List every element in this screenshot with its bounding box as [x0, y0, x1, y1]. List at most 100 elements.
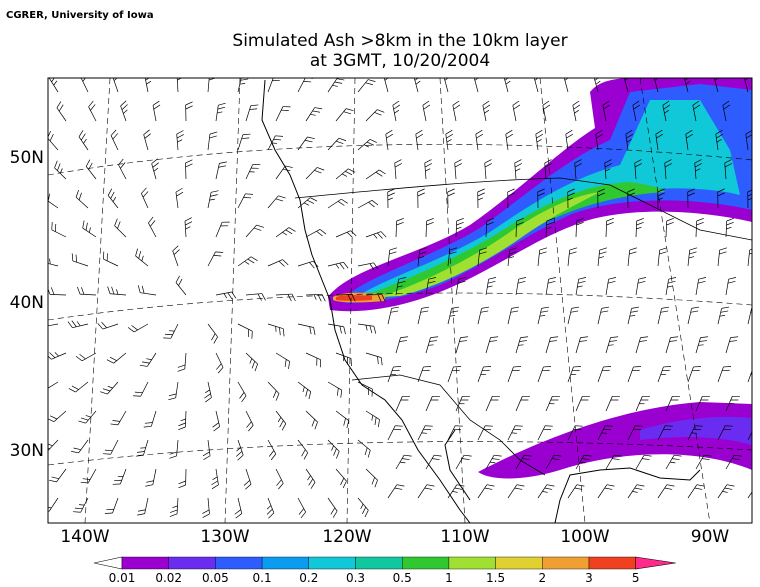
barb-flag	[392, 100, 400, 106]
barb-flag	[364, 510, 369, 518]
barb	[267, 323, 285, 337]
barb-flag	[394, 163, 402, 168]
barb-flag	[724, 487, 733, 490]
barb-flag	[430, 336, 439, 338]
barb	[717, 425, 733, 441]
barb-flag	[483, 428, 492, 431]
barb-flag	[550, 399, 559, 401]
barb-flag	[630, 310, 639, 313]
barb	[657, 366, 672, 383]
barb-flag	[691, 306, 700, 309]
barb	[202, 497, 210, 518]
barb-flag	[513, 366, 522, 368]
barb-staff	[275, 468, 284, 484]
barb-flag	[231, 291, 237, 299]
barb-staff	[267, 195, 279, 209]
barb	[135, 248, 149, 267]
barb-flag	[457, 281, 466, 284]
barb-staff	[475, 134, 479, 151]
barb-flag	[597, 192, 605, 197]
barb	[537, 188, 545, 209]
barb-flag	[298, 508, 305, 515]
barb	[537, 306, 550, 325]
barb-staff	[724, 163, 727, 180]
barb-flag	[755, 486, 760, 492]
barb	[597, 425, 613, 441]
barb-flag	[396, 221, 404, 226]
barb	[635, 336, 649, 354]
barb-flag	[719, 247, 728, 251]
barb-flag	[71, 253, 74, 261]
barb-flag	[241, 137, 250, 139]
barb-staff	[473, 78, 479, 93]
barb-flag	[85, 222, 88, 231]
barb-flag	[445, 129, 453, 135]
barb	[395, 454, 412, 470]
barb	[267, 195, 286, 209]
barb-flag	[169, 513, 178, 517]
barb	[365, 231, 387, 239]
barb-flag	[665, 425, 673, 427]
barb-flag	[49, 258, 51, 265]
barb-flag	[202, 509, 210, 514]
barb-flag	[308, 391, 312, 400]
barb-flag	[723, 428, 732, 431]
barb-staff	[567, 250, 570, 267]
barb	[717, 366, 732, 383]
barb-flag	[608, 344, 614, 346]
barb	[575, 454, 592, 470]
barb	[245, 410, 254, 432]
barb-flag	[394, 109, 400, 114]
barb	[215, 291, 237, 300]
barb	[725, 336, 739, 354]
barb	[387, 247, 398, 267]
barb-flag	[400, 399, 409, 401]
barb-flag	[633, 104, 641, 110]
barb-flag	[107, 188, 113, 196]
barb-flag	[693, 104, 701, 110]
barb	[327, 439, 340, 459]
barb-flag	[717, 188, 725, 193]
barb-flag	[670, 399, 679, 401]
barb	[627, 306, 640, 325]
barb-flag	[571, 306, 580, 309]
barb-staff	[176, 439, 179, 456]
barb-staff	[664, 163, 667, 180]
barb	[71, 253, 89, 267]
barb-flag	[627, 192, 635, 197]
barb	[717, 247, 728, 267]
barb-flag	[373, 262, 379, 270]
barb-flag	[512, 100, 520, 106]
barb-flag	[346, 231, 353, 238]
barb	[357, 79, 376, 93]
barb-flag	[389, 247, 398, 251]
barb	[512, 100, 521, 122]
barb-staff	[455, 220, 458, 238]
barb-flag	[336, 140, 344, 145]
barb-staff	[237, 78, 242, 93]
barb-flag	[303, 452, 309, 460]
barb-flag	[689, 247, 698, 251]
barb	[545, 336, 559, 354]
barb-flag	[543, 366, 552, 368]
barb-flag	[603, 428, 612, 431]
barb-flag	[692, 369, 700, 372]
barb-flag	[573, 428, 582, 431]
barb-flag	[137, 509, 146, 512]
barb	[695, 336, 709, 354]
barb-staff	[597, 484, 608, 499]
barb-flag	[390, 310, 399, 313]
barb-flag	[626, 133, 634, 139]
barb	[104, 497, 119, 514]
barb-flag	[305, 389, 308, 397]
barb-staff	[85, 166, 97, 180]
barb-staff	[447, 250, 450, 267]
barb-staff	[537, 308, 542, 325]
barb	[85, 159, 97, 180]
barb-flag	[173, 249, 180, 255]
barb-staff	[627, 250, 630, 267]
barb	[756, 394, 760, 414]
barb-flag	[135, 454, 144, 457]
barb-flag	[141, 187, 147, 194]
barb	[48, 352, 67, 360]
